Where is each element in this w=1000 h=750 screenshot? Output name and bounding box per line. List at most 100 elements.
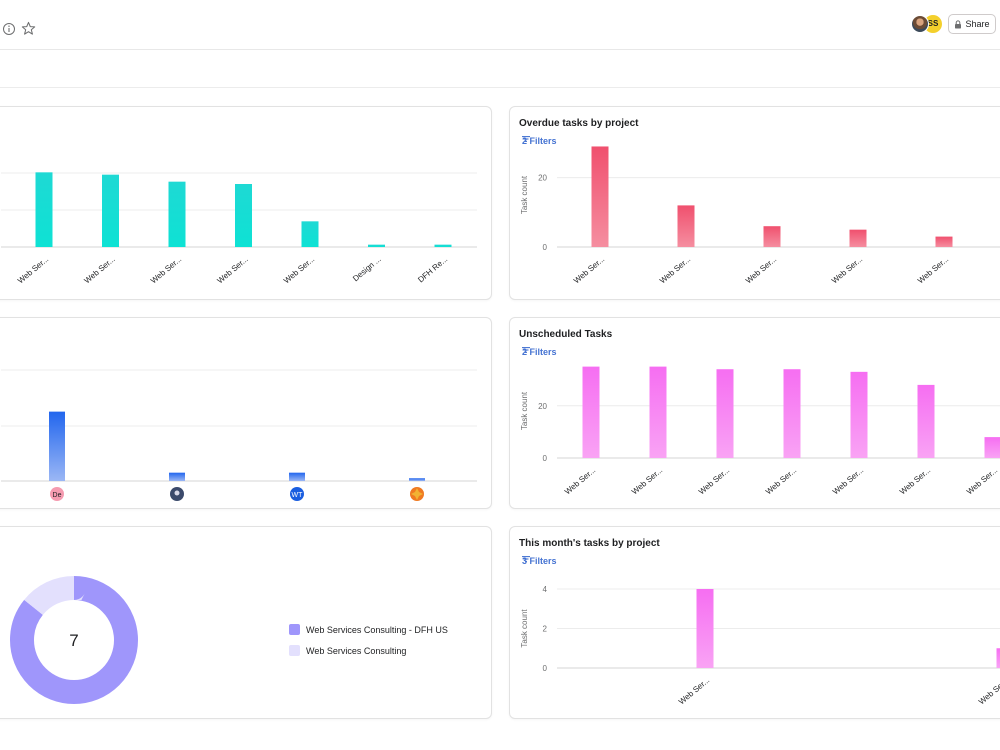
card-title: This month's tasks by project	[519, 538, 660, 549]
bar[interactable]	[409, 478, 425, 481]
x-tick-label: Web Ser...	[16, 255, 50, 286]
bar[interactable]	[301, 221, 319, 247]
filters-label: 2 Filters	[522, 136, 557, 146]
legend-label: Web Services Consulting - DFH US	[306, 624, 448, 635]
bar-chart-overdue-tasks: 0 20 Task count Web Ser... Web Ser... Web Ser…	[520, 146, 1000, 286]
legend-item[interactable]: Web Services Consulting	[289, 645, 448, 656]
bar[interactable]	[582, 366, 600, 458]
legend-label: Web Services Consulting	[306, 645, 407, 656]
bar[interactable]	[935, 236, 953, 247]
bar[interactable]	[35, 172, 53, 247]
filters-label: 2 Filters	[522, 347, 557, 357]
legend-swatch	[289, 645, 300, 656]
sub-toolbar	[0, 50, 1000, 88]
top-bar: SS Share	[0, 0, 1000, 50]
x-tick-label: Web Ser...	[831, 466, 865, 497]
y-tick-label: 20	[538, 402, 547, 411]
filter-icon	[522, 347, 530, 353]
star-icon[interactable]	[21, 21, 36, 36]
bar-chart-top-left: Web Ser... Web Ser... Web Ser... Web Ser...…	[1, 172, 477, 286]
user-avatar-initials[interactable]: SS	[924, 15, 942, 33]
x-tick-label: Web Ser...	[977, 676, 1000, 707]
y-tick-label: 0	[543, 243, 548, 252]
y-tick-label: 0	[543, 664, 548, 673]
x-tick-label: Web Ser...	[216, 255, 250, 286]
x-tick-label: Web Ser...	[830, 255, 864, 286]
x-tick-label: Design ...	[351, 255, 383, 284]
chart-card-tasks-by-assignee[interactable]: De WT	[0, 317, 492, 509]
bar[interactable]	[235, 184, 252, 247]
y-tick-label: 4	[543, 585, 548, 594]
user-avatar-photo[interactable]	[911, 15, 929, 33]
info-icon[interactable]	[2, 22, 16, 36]
donut-total: 7	[69, 631, 78, 650]
x-tick-label: Web Ser...	[677, 676, 711, 707]
assignee-initials: WT	[292, 492, 304, 499]
filters-button[interactable]: 3 Filters	[522, 556, 557, 566]
chart-card-donut[interactable]: 7 Web Services Consulting - DFH US Web S…	[0, 526, 492, 719]
bar[interactable]	[368, 244, 385, 247]
bar[interactable]	[591, 146, 609, 247]
assignee-avatar[interactable]	[410, 487, 424, 501]
lock-icon	[955, 19, 962, 28]
x-tick-label: Web Ser...	[916, 255, 950, 286]
x-tick-label: Web Ser...	[83, 255, 117, 286]
y-tick-label: 0	[543, 454, 548, 463]
x-tick-label: Web Ser...	[744, 255, 778, 286]
bar[interactable]	[917, 384, 935, 458]
filters-button[interactable]: 2 Filters	[522, 136, 557, 146]
chart-card-this-months-tasks[interactable]: This month's tasks by project 3 Filters …	[509, 526, 1000, 719]
y-axis-label: Task count	[520, 609, 529, 648]
bar[interactable]	[289, 472, 305, 481]
x-tick-label: Web Ser...	[898, 466, 932, 497]
chart-legend: Web Services Consulting - DFH US Web Ser…	[289, 624, 448, 666]
y-tick-label: 2	[543, 625, 548, 634]
bar-chart-this-months-tasks: 0 2 4 Task count Web Ser... Web Ser...	[520, 585, 1000, 707]
x-tick-label: Web Ser...	[658, 255, 692, 286]
filters-button[interactable]: 2 Filters	[522, 347, 557, 357]
bar[interactable]	[696, 589, 714, 668]
bar[interactable]	[49, 411, 65, 481]
chart-card-top-left[interactable]: Web Ser... Web Ser... Web Ser... Web Ser...…	[0, 106, 492, 300]
x-tick-label: Web Ser...	[697, 466, 731, 497]
filter-icon	[522, 136, 530, 142]
assignee-avatar[interactable]: WT	[290, 487, 304, 501]
x-tick-label: Web Ser...	[149, 255, 183, 286]
assignee-initials: De	[53, 492, 62, 499]
donut-slice[interactable]	[10, 576, 138, 704]
legend-item[interactable]: Web Services Consulting - DFH US	[289, 624, 448, 635]
bar[interactable]	[850, 371, 868, 458]
card-title: Unscheduled Tasks	[519, 329, 613, 340]
bar[interactable]	[716, 369, 734, 458]
x-tick-label: Web Ser...	[965, 466, 999, 497]
bar[interactable]	[649, 366, 667, 458]
x-tick-label: Web Ser...	[282, 255, 316, 286]
bar[interactable]	[169, 472, 185, 481]
chart-card-overdue-tasks[interactable]: Overdue tasks by project 2 Filters 0 20 Ta…	[509, 106, 1000, 300]
bar[interactable]	[763, 226, 781, 247]
chart-card-unscheduled-tasks[interactable]: Unscheduled Tasks 2 Filters 0 20 Task coun…	[509, 317, 1000, 509]
sun-icon	[411, 488, 423, 500]
bar[interactable]	[783, 369, 801, 458]
y-axis-label: Task count	[520, 175, 529, 214]
assignee-avatar[interactable]	[170, 487, 184, 501]
share-button[interactable]: Share	[948, 14, 996, 34]
x-tick-label: DFH Re...	[416, 255, 449, 285]
bar[interactable]	[984, 437, 1000, 458]
x-tick-label: Web Ser...	[630, 466, 664, 497]
bar[interactable]	[434, 244, 452, 247]
bar[interactable]	[168, 181, 186, 247]
bar[interactable]	[996, 648, 1000, 668]
donut-chart: 7	[10, 576, 138, 704]
x-tick-label: Web Ser...	[764, 466, 798, 497]
bar[interactable]	[102, 174, 119, 247]
x-tick-label: Web Ser...	[563, 466, 597, 497]
assignee-avatar[interactable]: De	[50, 487, 64, 501]
bar-chart-tasks-by-assignee: De WT	[1, 369, 477, 501]
share-label: Share	[965, 19, 990, 29]
bar[interactable]	[849, 229, 867, 247]
card-title: Overdue tasks by project	[519, 118, 639, 129]
bar[interactable]	[677, 205, 695, 247]
y-tick-label: 20	[538, 174, 547, 183]
x-tick-label: Web Ser...	[572, 255, 606, 286]
